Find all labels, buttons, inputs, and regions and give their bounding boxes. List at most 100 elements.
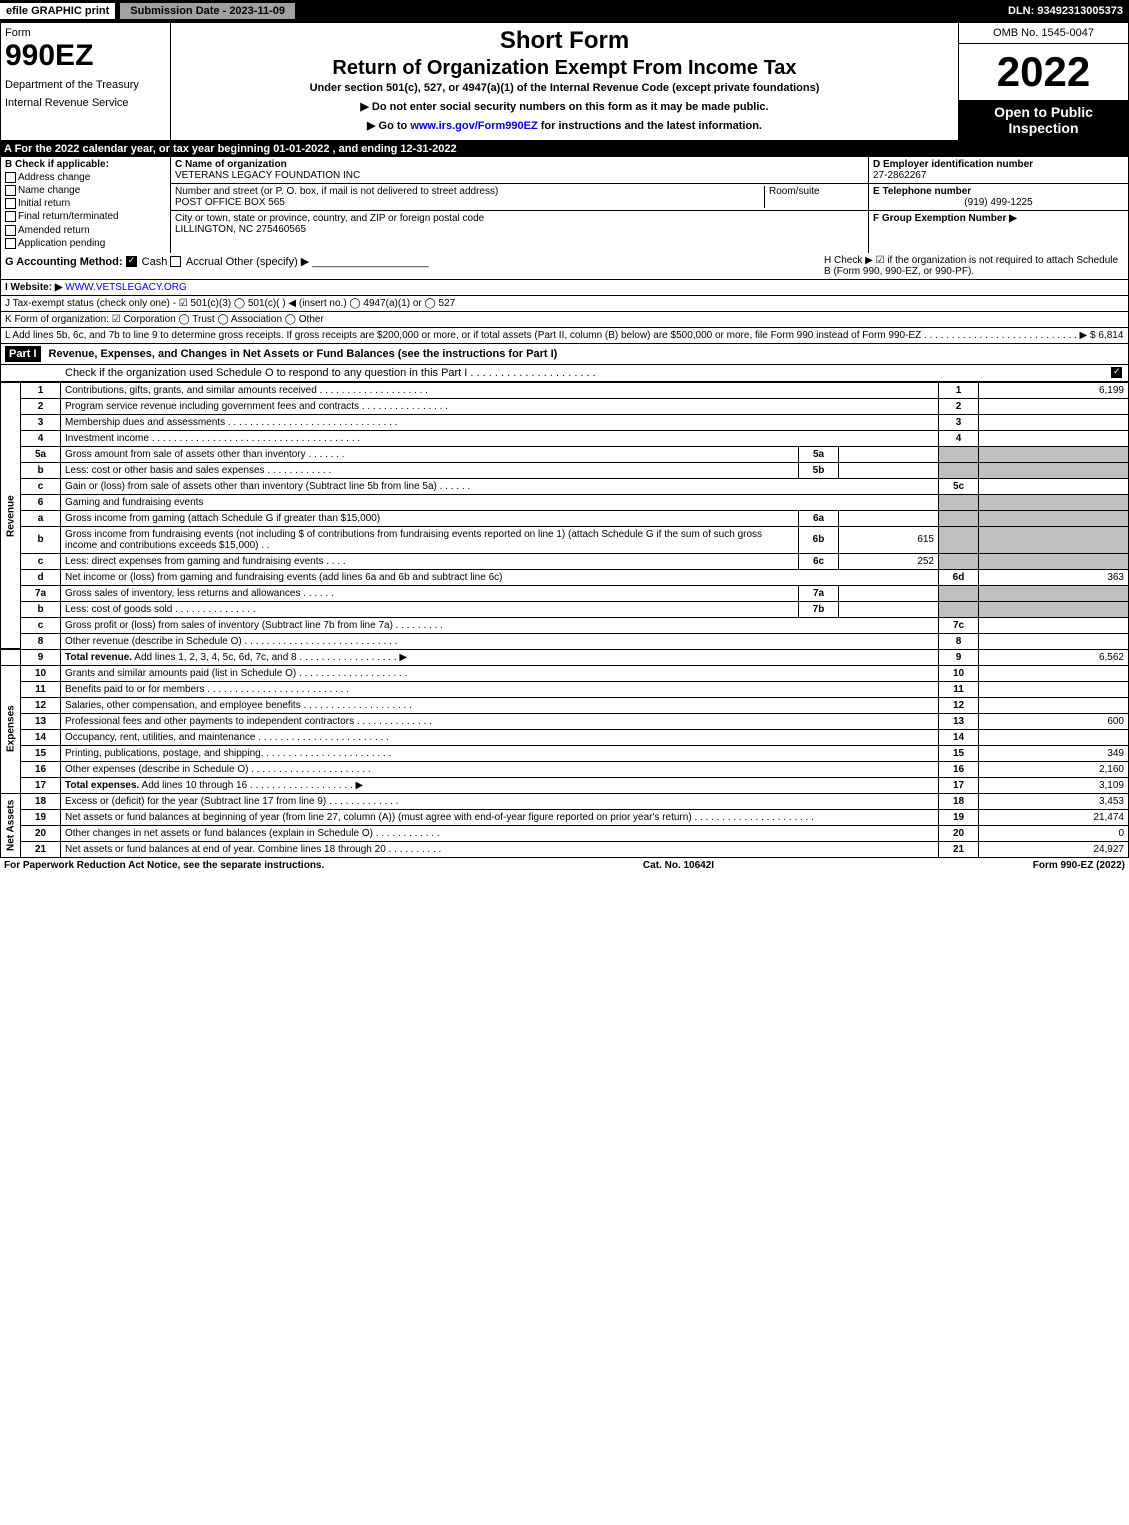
table-row: 4 Investment income . . . . . . . . . . … (1, 430, 1129, 446)
table-row: 16 Other expenses (describe in Schedule … (1, 761, 1129, 777)
table-row: 20 Other changes in net assets or fund b… (1, 825, 1129, 841)
section-g: G Accounting Method: Cash Accrual Other … (5, 255, 429, 277)
part1-label: Part I (5, 346, 41, 362)
section-k: K Form of organization: ☑ Corporation ◯ … (0, 312, 1129, 328)
table-row: b Less: cost of goods sold . . . . . . .… (1, 601, 1129, 617)
irs-link[interactable]: www.irs.gov/Form990EZ (410, 120, 537, 132)
table-row: c Less: direct expenses from gaming and … (1, 553, 1129, 569)
line-desc: Contributions, gifts, grants, and simila… (61, 382, 939, 398)
org-addr-value: POST OFFICE BOX 565 (175, 197, 285, 208)
top-bar-left: efile GRAPHIC print Submission Date - 20… (0, 2, 296, 20)
room-suite-label: Room/suite (769, 186, 820, 197)
line-num: 1 (21, 382, 61, 398)
netassets-vert-label: Net Assets (1, 793, 21, 857)
ein-value: 27-2862267 (873, 170, 926, 181)
section-gh: G Accounting Method: Cash Accrual Other … (0, 253, 1129, 280)
part1-check-row: Check if the organization used Schedule … (0, 365, 1129, 382)
line-val: 6,199 (979, 382, 1129, 398)
org-addr-label: Number and street (or P. O. box, if mail… (175, 186, 498, 197)
form-word: Form (5, 27, 166, 39)
table-row: a Gross income from gaming (attach Sched… (1, 510, 1129, 526)
accounting-label: G Accounting Method: (5, 256, 123, 268)
part1-checkbox[interactable] (1111, 367, 1122, 378)
footer-center: Cat. No. 10642I (643, 860, 714, 871)
efile-label: efile GRAPHIC print (0, 3, 115, 19)
section-c: C Name of organization VETERANS LEGACY F… (171, 157, 868, 253)
section-l: L Add lines 5b, 6c, and 7b to line 9 to … (0, 328, 1129, 344)
phone-value: (919) 499-1225 (873, 197, 1124, 208)
revenue-table: Revenue 1 Contributions, gifts, grants, … (0, 382, 1129, 858)
table-row: Revenue 1 Contributions, gifts, grants, … (1, 382, 1129, 398)
table-row: 12 Salaries, other compensation, and emp… (1, 697, 1129, 713)
table-row: 3 Membership dues and assessments . . . … (1, 414, 1129, 430)
section-b: B Check if applicable: Address change Na… (1, 157, 171, 253)
revenue-vert-label: Revenue (1, 382, 21, 649)
instruction-goto: ▶ Go to www.irs.gov/Form990EZ for instru… (175, 119, 954, 132)
org-city-value: LILLINGTON, NC 275460565 (175, 224, 306, 235)
table-row: 8 Other revenue (describe in Schedule O)… (1, 633, 1129, 649)
table-row: c Gross profit or (loss) from sales of i… (1, 617, 1129, 633)
table-row: 7a Gross sales of inventory, less return… (1, 585, 1129, 601)
cb-accrual[interactable] (170, 256, 181, 267)
inspection-box: Open to Public Inspection (959, 100, 1128, 140)
table-row: Expenses 10 Grants and similar amounts p… (1, 665, 1129, 681)
cb-amended-return[interactable]: Amended return (5, 225, 166, 236)
org-name-row: C Name of organization VETERANS LEGACY F… (171, 157, 868, 184)
section-def: D Employer identification number 27-2862… (868, 157, 1128, 253)
table-row: 9 Total revenue. Add lines 1, 2, 3, 4, 5… (1, 649, 1129, 665)
part1-title: Revenue, Expenses, and Changes in Net As… (49, 348, 1124, 360)
cb-address-change[interactable]: Address change (5, 172, 166, 183)
dln-label: DLN: 93492313005373 (1002, 3, 1129, 19)
dept-treasury: Department of the Treasury (5, 79, 166, 91)
table-row: 13 Professional fees and other payments … (1, 713, 1129, 729)
website-label: I Website: ▶ (5, 282, 63, 293)
table-row: 15 Printing, publications, postage, and … (1, 745, 1129, 761)
org-addr-row: Number and street (or P. O. box, if mail… (171, 184, 868, 211)
table-row: 14 Occupancy, rent, utilities, and maint… (1, 729, 1129, 745)
section-i: I Website: ▶ WWW.VETSLEGACY.ORG (0, 280, 1129, 296)
org-city-label: City or town, state or province, country… (175, 213, 484, 224)
phone-label: E Telephone number (873, 186, 971, 197)
ein-label: D Employer identification number (873, 159, 1033, 170)
dept-irs: Internal Revenue Service (5, 97, 166, 109)
cb-name-change[interactable]: Name change (5, 185, 166, 196)
section-e: E Telephone number (919) 499-1225 (869, 184, 1128, 211)
table-row: b Less: cost or other basis and sales ex… (1, 462, 1129, 478)
section-j: J Tax-exempt status (check only one) - ☑… (0, 296, 1129, 312)
org-city-row: City or town, state or province, country… (171, 211, 868, 237)
header-center: Short Form Return of Organization Exempt… (171, 23, 958, 140)
org-name-label: C Name of organization (175, 159, 287, 170)
page-footer: For Paperwork Reduction Act Notice, see … (0, 858, 1129, 873)
table-row: 11 Benefits paid to or for members . . .… (1, 681, 1129, 697)
part1-header-row: Part I Revenue, Expenses, and Changes in… (0, 344, 1129, 365)
instruction-ssn: ▶ Do not enter social security numbers o… (175, 100, 954, 113)
section-h: H Check ▶ ☑ if the organization is not r… (824, 255, 1124, 277)
cb-initial-return[interactable]: Initial return (5, 198, 166, 209)
submission-date: Submission Date - 2023-11-09 (119, 2, 296, 20)
cb-application-pending[interactable]: Application pending (5, 238, 166, 249)
section-a: A For the 2022 calendar year, or tax yea… (0, 141, 1129, 157)
table-row: d Net income or (loss) from gaming and f… (1, 569, 1129, 585)
table-row: 21 Net assets or fund balances at end of… (1, 841, 1129, 857)
group-exemption-label: F Group Exemption Number ▶ (873, 213, 1017, 224)
form-number: 990EZ (5, 39, 166, 73)
table-row: c Gain or (loss) from sale of assets oth… (1, 478, 1129, 494)
info-grid: B Check if applicable: Address change Na… (0, 157, 1129, 253)
title-short-form: Short Form (175, 27, 954, 55)
cb-cash[interactable] (126, 256, 137, 267)
header-right: OMB No. 1545-0047 2022 Open to Public In… (958, 23, 1128, 140)
table-row: 2 Program service revenue including gove… (1, 398, 1129, 414)
cb-final-return[interactable]: Final return/terminated (5, 211, 166, 222)
website-link[interactable]: WWW.VETSLEGACY.ORG (65, 282, 187, 293)
expenses-vert-label: Expenses (1, 665, 21, 793)
title-return: Return of Organization Exempt From Incom… (175, 57, 954, 80)
table-row: 5a Gross amount from sale of assets othe… (1, 446, 1129, 462)
section-b-label: B Check if applicable: (5, 159, 166, 170)
section-f: F Group Exemption Number ▶ (869, 211, 1128, 226)
title-subtitle: Under section 501(c), 527, or 4947(a)(1)… (175, 82, 954, 94)
part1-check-text: Check if the organization used Schedule … (5, 367, 1111, 379)
footer-left: For Paperwork Reduction Act Notice, see … (4, 860, 324, 871)
top-bar: efile GRAPHIC print Submission Date - 20… (0, 0, 1129, 22)
omb-number: OMB No. 1545-0047 (959, 23, 1128, 44)
table-row: 17 Total expenses. Add lines 10 through … (1, 777, 1129, 793)
